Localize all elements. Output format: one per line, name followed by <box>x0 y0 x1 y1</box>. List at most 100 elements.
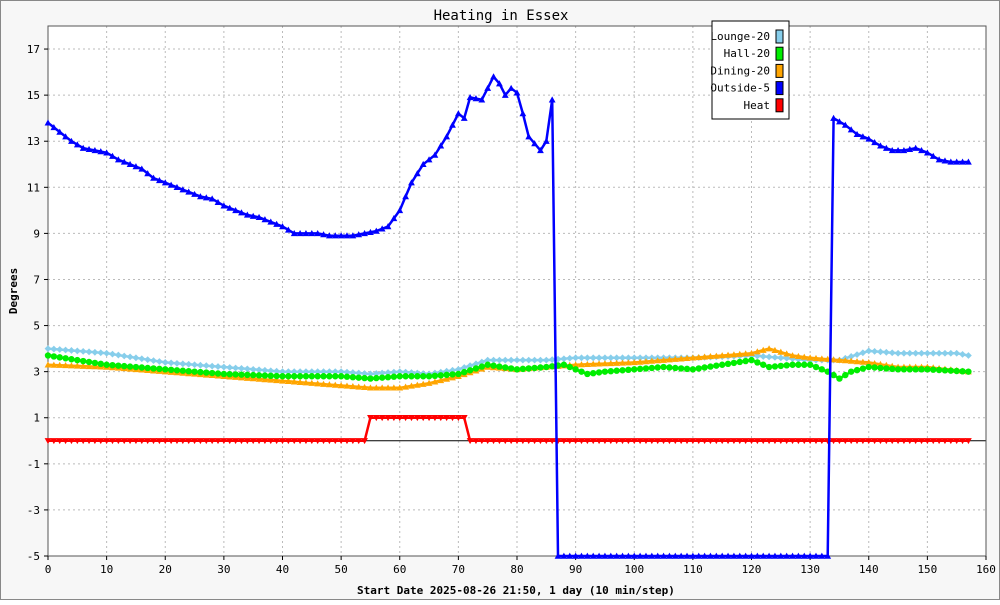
data-point-hall-20 <box>79 357 87 365</box>
data-point-dining-20 <box>73 362 81 369</box>
data-point-outside-5 <box>478 96 486 103</box>
data-point-outside-5 <box>261 216 269 223</box>
data-point-heat <box>449 415 456 422</box>
data-point-hall-20 <box>836 375 843 382</box>
data-point-hall-20 <box>560 361 568 368</box>
data-point-lounge-20 <box>478 358 486 366</box>
data-point-outside-5 <box>460 114 468 121</box>
data-point-outside-5 <box>343 232 351 239</box>
data-point-outside-5 <box>607 552 615 559</box>
data-point-outside-5 <box>372 227 380 234</box>
data-point-heat <box>97 438 105 445</box>
data-point-outside-5 <box>56 128 64 135</box>
y-tick-label: 5 <box>33 320 40 333</box>
data-point-outside-5 <box>507 84 515 91</box>
data-point-outside-5 <box>712 552 720 559</box>
data-point-heat <box>507 438 515 445</box>
data-point-heat <box>173 438 181 445</box>
data-point-heat <box>871 438 879 445</box>
data-point-dining-20 <box>62 362 69 369</box>
data-point-hall-20 <box>355 374 362 381</box>
data-point-lounge-20 <box>566 354 574 362</box>
data-point-heat <box>701 438 708 445</box>
data-point-heat <box>472 438 480 445</box>
data-point-outside-5 <box>437 142 445 149</box>
data-point-lounge-20 <box>513 356 521 364</box>
data-point-outside-5 <box>484 84 492 91</box>
data-point-heat <box>337 438 345 445</box>
data-point-outside-5 <box>249 212 257 219</box>
data-point-lounge-20 <box>114 351 122 359</box>
data-point-lounge-20 <box>97 349 105 357</box>
data-point-outside-5 <box>859 133 867 140</box>
data-point-hall-20 <box>548 363 556 370</box>
data-point-heat <box>601 438 609 445</box>
data-point-dining-20 <box>636 358 644 365</box>
data-point-lounge-20 <box>220 363 228 371</box>
data-point-outside-5 <box>103 149 111 156</box>
data-point-heat <box>607 438 615 445</box>
data-point-heat <box>68 438 75 445</box>
data-point-outside-5 <box>396 206 404 214</box>
data-point-dining-20 <box>56 361 64 368</box>
data-point-hall-20 <box>455 370 462 378</box>
data-point-dining-20 <box>408 382 415 389</box>
data-point-heat <box>273 438 281 445</box>
y-tick-label: -5 <box>27 550 40 563</box>
data-point-hall-20 <box>812 363 820 371</box>
data-point-outside-5 <box>906 145 914 153</box>
data-point-outside-5 <box>255 213 263 220</box>
data-point-lounge-20 <box>759 353 767 360</box>
data-point-dining-20 <box>413 381 421 388</box>
data-point-lounge-20 <box>191 361 198 369</box>
data-point-outside-5 <box>941 157 949 164</box>
data-point-hall-20 <box>220 370 228 378</box>
data-point-lounge-20 <box>484 356 492 364</box>
data-point-hall-20 <box>115 362 122 369</box>
data-point-hall-20 <box>420 373 427 380</box>
data-point-outside-5 <box>202 194 210 201</box>
data-point-dining-20 <box>372 384 380 391</box>
data-point-lounge-20 <box>490 356 497 364</box>
data-point-outside-5 <box>965 158 972 165</box>
data-point-dining-20 <box>718 352 726 359</box>
data-point-outside-5 <box>882 144 890 151</box>
data-point-lounge-20 <box>50 345 58 353</box>
data-point-lounge-20 <box>185 360 193 368</box>
data-point-outside-5 <box>537 147 544 154</box>
data-point-hall-20 <box>502 364 509 371</box>
data-point-dining-20 <box>748 349 755 356</box>
data-point-outside-5 <box>619 552 626 559</box>
data-point-lounge-20 <box>941 349 949 357</box>
data-point-heat <box>789 438 796 445</box>
data-point-outside-5 <box>390 215 398 222</box>
data-point-lounge-20 <box>560 355 568 363</box>
data-point-hall-20 <box>162 366 169 373</box>
data-point-lounge-20 <box>367 370 374 378</box>
data-point-outside-5 <box>302 229 310 237</box>
data-point-heat <box>202 438 210 445</box>
legend-swatch-lounge-20 <box>775 29 784 44</box>
data-point-outside-5 <box>730 552 738 559</box>
x-tick-label: 40 <box>276 563 289 576</box>
data-point-outside-5 <box>425 156 433 163</box>
data-point-hall-20 <box>437 372 444 379</box>
data-point-hall-20 <box>273 372 280 380</box>
data-point-outside-5 <box>695 552 703 559</box>
data-point-outside-5 <box>132 163 140 170</box>
data-point-dining-20 <box>402 383 410 390</box>
data-point-outside-5 <box>97 148 105 155</box>
data-point-outside-5 <box>601 552 609 559</box>
data-point-lounge-20 <box>349 369 357 376</box>
data-point-lounge-20 <box>888 349 896 357</box>
data-point-outside-5 <box>812 552 820 559</box>
data-point-heat <box>589 438 597 445</box>
data-point-hall-20 <box>830 371 837 379</box>
data-point-heat <box>44 438 52 445</box>
data-point-dining-20 <box>777 348 785 355</box>
data-point-outside-5 <box>472 95 480 102</box>
data-point-outside-5 <box>349 232 357 239</box>
data-point-dining-20 <box>619 359 626 366</box>
data-point-heat <box>326 438 333 445</box>
data-point-heat <box>290 438 298 445</box>
